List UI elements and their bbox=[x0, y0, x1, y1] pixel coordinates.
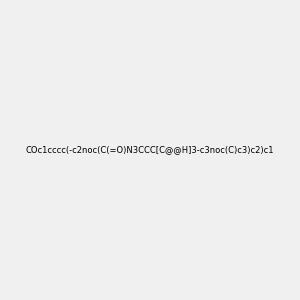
Text: COc1cccc(-c2noc(C(=O)N3CCC[C@@H]3-c3noc(C)c3)c2)c1: COc1cccc(-c2noc(C(=O)N3CCC[C@@H]3-c3noc(… bbox=[26, 146, 274, 154]
